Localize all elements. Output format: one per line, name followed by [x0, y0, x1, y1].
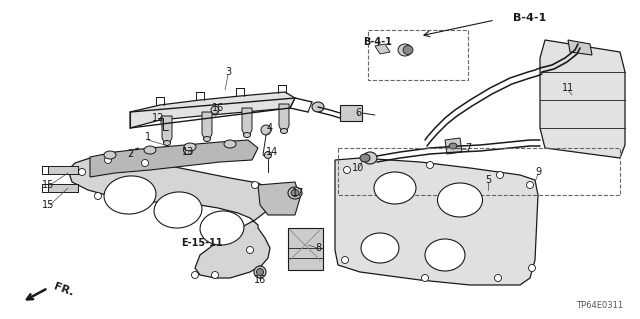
Text: 1: 1 — [145, 132, 151, 142]
Polygon shape — [130, 92, 295, 128]
Ellipse shape — [344, 167, 351, 174]
Ellipse shape — [360, 154, 370, 162]
Ellipse shape — [200, 211, 244, 245]
Ellipse shape — [104, 157, 111, 164]
Polygon shape — [445, 138, 462, 154]
Text: TP64E0311: TP64E0311 — [577, 300, 623, 309]
Polygon shape — [202, 112, 212, 138]
Ellipse shape — [154, 192, 202, 228]
Text: 8: 8 — [315, 243, 321, 253]
Text: FR.: FR. — [52, 282, 75, 298]
Ellipse shape — [211, 271, 218, 278]
Ellipse shape — [144, 146, 156, 154]
Ellipse shape — [495, 275, 502, 281]
Ellipse shape — [398, 44, 412, 56]
Ellipse shape — [184, 143, 196, 151]
Ellipse shape — [264, 152, 271, 159]
Ellipse shape — [184, 145, 193, 154]
Ellipse shape — [163, 140, 170, 145]
Ellipse shape — [95, 192, 102, 199]
Text: 15: 15 — [42, 180, 54, 190]
Ellipse shape — [204, 137, 211, 142]
Polygon shape — [162, 116, 172, 142]
Ellipse shape — [529, 264, 536, 271]
Text: 13: 13 — [182, 147, 194, 157]
Ellipse shape — [403, 46, 413, 55]
Text: 17: 17 — [292, 188, 304, 198]
Polygon shape — [90, 140, 258, 177]
Text: 3: 3 — [225, 67, 231, 77]
Ellipse shape — [191, 271, 198, 278]
FancyBboxPatch shape — [288, 228, 323, 270]
Text: 6: 6 — [355, 108, 361, 118]
Polygon shape — [279, 104, 289, 130]
Ellipse shape — [422, 275, 429, 281]
Text: 16: 16 — [212, 103, 224, 113]
Text: B-4-1: B-4-1 — [513, 13, 547, 23]
Ellipse shape — [361, 233, 399, 263]
Text: 7: 7 — [465, 143, 471, 153]
Polygon shape — [242, 108, 252, 134]
Text: 12: 12 — [152, 113, 164, 123]
Ellipse shape — [104, 151, 116, 159]
Ellipse shape — [374, 172, 416, 204]
Text: B-4-1: B-4-1 — [364, 37, 392, 47]
Ellipse shape — [246, 247, 253, 254]
Ellipse shape — [257, 269, 264, 276]
Ellipse shape — [141, 160, 148, 167]
Ellipse shape — [497, 172, 504, 179]
Ellipse shape — [363, 152, 377, 164]
Text: 5: 5 — [485, 175, 491, 185]
Text: 9: 9 — [535, 167, 541, 177]
Ellipse shape — [211, 106, 219, 114]
Ellipse shape — [527, 182, 534, 189]
Ellipse shape — [79, 168, 86, 175]
Ellipse shape — [426, 161, 433, 168]
Polygon shape — [48, 184, 78, 192]
Ellipse shape — [288, 187, 302, 199]
Polygon shape — [568, 40, 592, 55]
Ellipse shape — [342, 256, 349, 263]
Ellipse shape — [254, 266, 266, 278]
Text: E-15-11: E-15-11 — [181, 238, 223, 248]
Text: 11: 11 — [562, 83, 574, 93]
Ellipse shape — [312, 102, 324, 112]
Polygon shape — [68, 157, 272, 278]
Text: 4: 4 — [267, 123, 273, 133]
Text: 10: 10 — [352, 163, 364, 173]
Polygon shape — [258, 182, 300, 215]
Polygon shape — [540, 40, 625, 158]
Ellipse shape — [438, 183, 483, 217]
Text: 14: 14 — [266, 147, 278, 157]
Text: 2: 2 — [127, 149, 133, 159]
Text: 16: 16 — [254, 275, 266, 285]
Polygon shape — [335, 158, 538, 285]
Ellipse shape — [261, 125, 271, 135]
FancyBboxPatch shape — [340, 105, 362, 121]
Ellipse shape — [291, 189, 299, 197]
Ellipse shape — [425, 239, 465, 271]
Polygon shape — [375, 44, 390, 54]
Ellipse shape — [224, 140, 236, 148]
Polygon shape — [48, 166, 78, 174]
Ellipse shape — [449, 143, 457, 149]
Ellipse shape — [252, 182, 259, 189]
Ellipse shape — [243, 132, 250, 137]
Text: 15: 15 — [42, 200, 54, 210]
Ellipse shape — [280, 129, 287, 133]
Polygon shape — [128, 148, 143, 160]
Ellipse shape — [104, 176, 156, 214]
